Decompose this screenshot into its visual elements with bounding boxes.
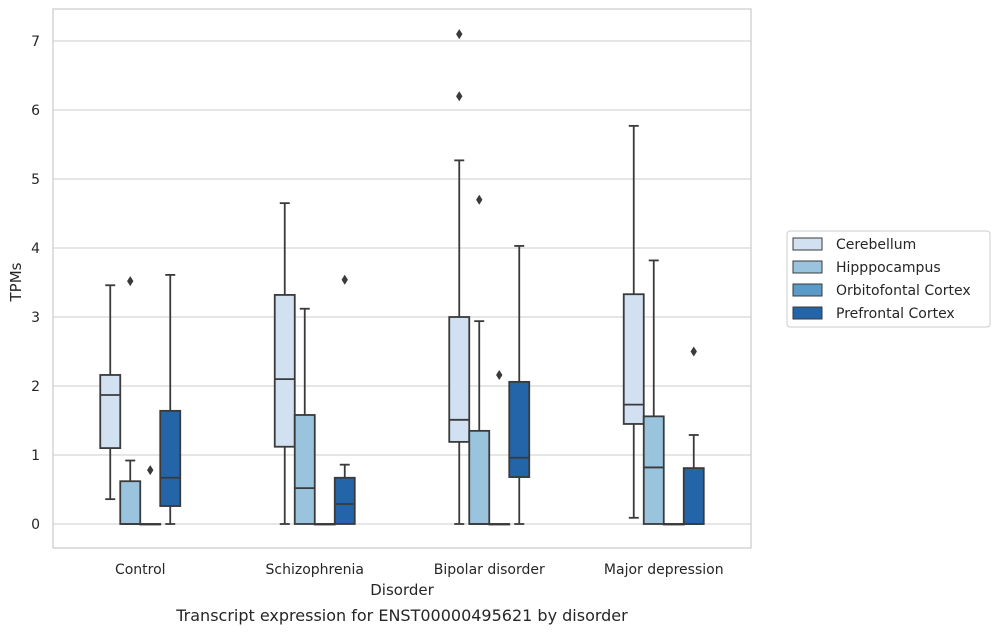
x-tick-label: Control bbox=[115, 562, 166, 578]
x-axis-ticks: Control Schizophrenia Bipolar disorder Majo… bbox=[115, 562, 724, 578]
y-tick-label: 6 bbox=[31, 103, 40, 119]
outlier-marker bbox=[690, 346, 697, 357]
box-orbitofontal-cortex bbox=[662, 523, 685, 526]
outlier-marker bbox=[456, 91, 463, 102]
box-orbitofontal-cortex bbox=[313, 523, 336, 526]
box-hipppocampus bbox=[468, 194, 491, 525]
legend-label: Hipppocampus bbox=[836, 260, 941, 276]
box-orbitofontal-cortex bbox=[139, 465, 162, 526]
legend-swatch bbox=[792, 260, 823, 274]
box-iqr bbox=[159, 409, 182, 507]
box-iqr bbox=[622, 293, 645, 425]
x-tick-label: Bipolar disorder bbox=[434, 562, 545, 578]
legend-frame bbox=[786, 230, 991, 328]
box-orbitofontal-cortex bbox=[488, 369, 511, 526]
chart-caption: Transcript expression for ENST0000049562… bbox=[175, 606, 628, 625]
y-tick-label: 3 bbox=[31, 310, 40, 326]
box-plot-series bbox=[99, 29, 705, 526]
y-tick-label: 2 bbox=[31, 379, 40, 395]
outlier-marker bbox=[496, 369, 503, 380]
outlier-marker bbox=[341, 274, 348, 285]
box-iqr bbox=[273, 294, 296, 448]
y-tick-label: 4 bbox=[31, 241, 40, 257]
legend: Cerebellum Hipppocampus Orbitofontal Corte… bbox=[786, 230, 991, 328]
box-prefrontal-cortex bbox=[159, 274, 182, 525]
y-axis-label: TPMs bbox=[7, 262, 25, 302]
y-tick-label: 7 bbox=[31, 34, 40, 50]
box-cerebellum bbox=[99, 284, 122, 501]
box-hipppocampus bbox=[119, 276, 142, 525]
legend-label: Cerebellum bbox=[836, 237, 916, 253]
legend-label: Orbitofontal Cortex bbox=[836, 283, 971, 299]
y-tick-label: 5 bbox=[31, 172, 40, 188]
box-iqr bbox=[119, 480, 142, 525]
outlier-marker bbox=[476, 194, 483, 205]
box-iqr bbox=[682, 467, 705, 525]
box-iqr bbox=[293, 414, 316, 525]
box-iqr bbox=[333, 476, 356, 525]
y-tick-label: 1 bbox=[31, 448, 40, 464]
outlier-marker bbox=[147, 465, 154, 476]
box-prefrontal-cortex bbox=[508, 245, 531, 525]
y-tick-label: 0 bbox=[31, 517, 40, 533]
box-prefrontal-cortex bbox=[682, 346, 705, 525]
box-hipppocampus bbox=[642, 259, 665, 525]
box-prefrontal-cortex bbox=[333, 274, 356, 525]
box-hipppocampus bbox=[293, 307, 316, 525]
legend-swatch bbox=[792, 283, 823, 297]
legend-label: Prefrontal Cortex bbox=[836, 306, 955, 322]
box-cerebellum bbox=[273, 202, 296, 525]
x-tick-label: Schizophrenia bbox=[266, 562, 364, 578]
outlier-marker bbox=[456, 29, 463, 40]
box-iqr bbox=[99, 374, 122, 449]
box-iqr bbox=[468, 429, 491, 525]
box-iqr bbox=[448, 316, 471, 443]
outlier-marker bbox=[127, 276, 134, 287]
plot-frame bbox=[52, 8, 752, 549]
legend-swatch bbox=[792, 306, 823, 320]
box-iqr bbox=[642, 415, 665, 525]
x-axis-label: Disorder bbox=[370, 581, 434, 599]
y-axis-ticks: 0 1 2 3 4 5 6 7 bbox=[31, 34, 40, 533]
box-cerebellum bbox=[448, 29, 471, 525]
box-cerebellum bbox=[622, 124, 645, 519]
legend-swatch bbox=[792, 237, 823, 251]
box-iqr bbox=[508, 380, 531, 478]
legend-items: Cerebellum Hipppocampus Orbitofontal Corte… bbox=[792, 237, 971, 322]
x-tick-label: Major depression bbox=[604, 562, 724, 578]
